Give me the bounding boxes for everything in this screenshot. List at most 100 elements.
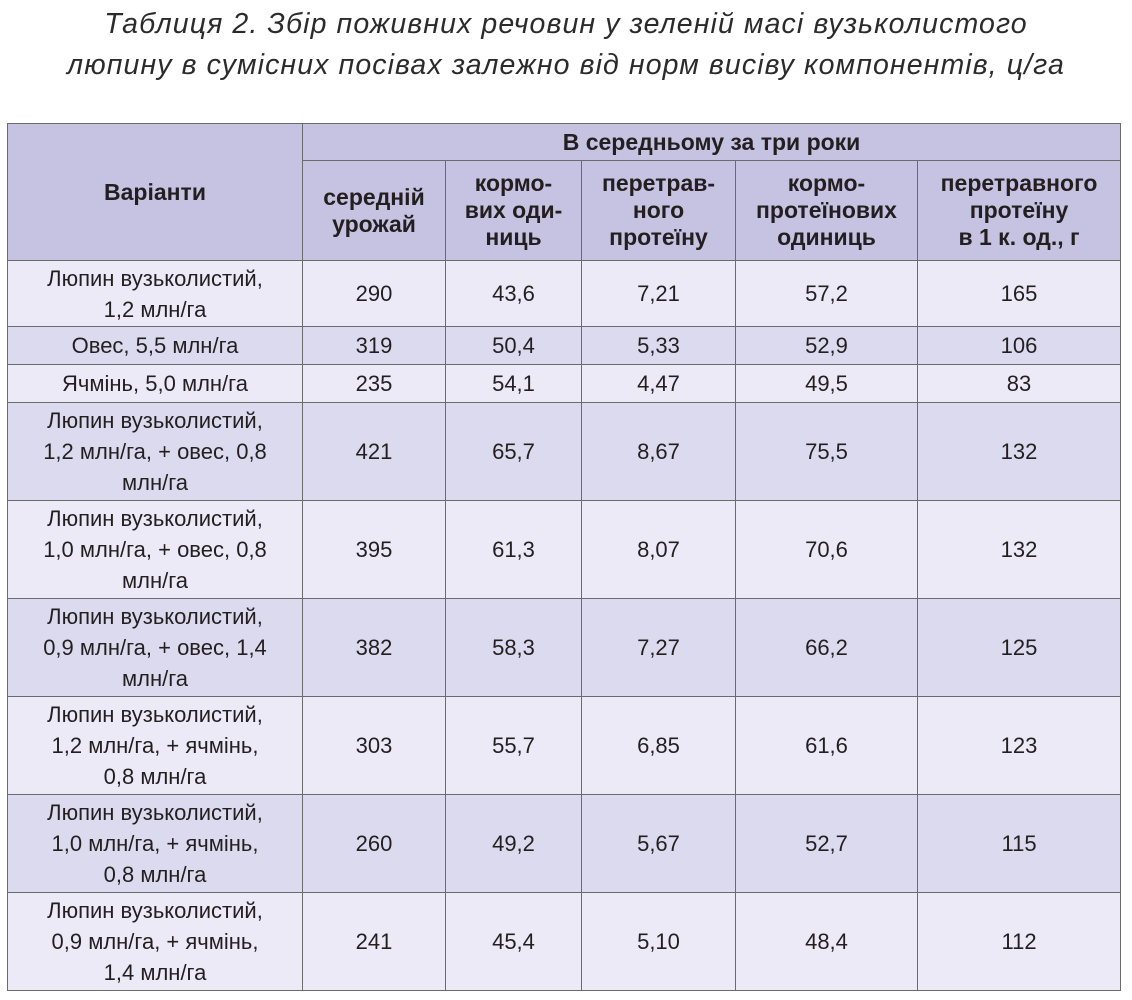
variant-line: 0,9 млн/га, + овес, 1,4	[43, 635, 267, 660]
variant-line: 1,2 млн/га, + ячмінь,	[51, 733, 259, 758]
value-cell: 235	[302, 364, 446, 403]
value-cell: 115	[916, 794, 1122, 893]
column-header-line: протеїну	[609, 224, 708, 250]
column-header: середній урожай	[302, 160, 446, 261]
column-header-line: кормо-	[474, 170, 553, 196]
column-header-line: протеїнових	[756, 197, 897, 223]
nutrient-yield-table: Варіанти В середньому за три роки середн…	[7, 123, 1122, 991]
value-cell: 45,4	[445, 892, 582, 991]
value-cell: 241	[302, 892, 446, 991]
variant-line: Люпин вузьколистий,	[47, 800, 263, 825]
value-cell: 290	[302, 260, 446, 327]
column-header-line: протеїну	[969, 197, 1069, 223]
value-cell: 382	[302, 598, 446, 697]
value-cell: 66,2	[735, 598, 918, 697]
value-cell: 123	[916, 696, 1122, 795]
value-cell: 49,5	[735, 364, 918, 403]
column-header-line: одиниць	[777, 224, 876, 250]
table-row: Люпин вузьколистий, 0,9 млн/га, + овес, 1…	[7, 598, 1122, 697]
table-row: Люпин вузьколистий, 0,9 млн/га, + ячмінь,…	[7, 892, 1122, 991]
value-cell: 4,47	[581, 364, 736, 403]
variant-line: 1,0 млн/га, + овес, 0,8	[43, 537, 267, 562]
value-cell: 112	[916, 892, 1122, 991]
table-row: Люпин вузьколистий, 1,2 млн/га, + ячмінь,…	[7, 696, 1122, 795]
variant-line: Люпин вузьколистий,	[47, 506, 263, 531]
column-header: перетрав-ного протеїну	[581, 160, 736, 261]
value-cell: 165	[916, 260, 1122, 327]
variant-cell: Люпин вузьколистий, 1,0 млн/га, + овес, 0…	[7, 500, 303, 599]
table-row: Люпин вузьколистий, 1,2 млн/га 290 43,6 7,21…	[7, 260, 1122, 327]
variant-cell: Ячмінь, 5,0 млн/га	[7, 364, 303, 403]
column-header-line: урожай	[332, 210, 416, 237]
value-cell: 132	[916, 500, 1122, 599]
value-cell: 260	[302, 794, 446, 893]
variant-cell: Люпин вузьколистий, 0,9 млн/га, + овес, 1…	[7, 598, 303, 697]
variant-line: 1,2 млн/га	[103, 296, 207, 322]
value-cell: 106	[916, 326, 1122, 365]
variant-line: 1,2 млн/га, + овес, 0,8	[43, 439, 267, 464]
variant-line: Люпин вузьколистий,	[47, 408, 263, 433]
table-row: Овес, 5,5 млн/га 319 50,4 5,33 52,9 106	[7, 326, 1122, 365]
value-cell: 421	[302, 402, 446, 501]
value-cell: 83	[916, 364, 1122, 403]
value-cell: 5,10	[581, 892, 736, 991]
caption-line-1: Таблиця 2. Збір поживних речовин у зелен…	[104, 8, 1028, 40]
variant-cell: Люпин вузьколистий, 1,2 млн/га, + овес, 0…	[7, 402, 303, 501]
variant-line: млн/га	[122, 470, 188, 495]
column-header-line: перетрав-	[601, 170, 716, 196]
variant-line: Люпин вузьколистий,	[47, 604, 263, 629]
variant-cell: Люпин вузьколистий, 1,0 млн/га, + ячмінь,…	[7, 794, 303, 893]
value-cell: 132	[916, 402, 1122, 501]
group-header: В середньому за три роки	[301, 123, 1122, 161]
value-cell: 52,9	[735, 326, 918, 365]
column-header-line: середній	[323, 183, 425, 210]
variant-line: млн/га	[122, 568, 188, 593]
value-cell: 125	[916, 598, 1122, 697]
value-cell: 43,6	[445, 260, 582, 327]
value-cell: 5,33	[581, 326, 736, 365]
value-cell: 303	[302, 696, 446, 795]
value-cell: 61,3	[445, 500, 582, 599]
column-header-line: ного	[632, 197, 685, 223]
table-row: Ячмінь, 5,0 млн/га 235 54,1 4,47 49,5 83	[7, 364, 1122, 403]
table-row: Люпин вузьколистий, 1,0 млн/га, + ячмінь,…	[7, 794, 1122, 893]
value-cell: 8,07	[581, 500, 736, 599]
variant-cell: Овес, 5,5 млн/га	[7, 326, 303, 365]
value-cell: 319	[302, 326, 446, 365]
value-cell: 6,85	[581, 696, 736, 795]
value-cell: 57,2	[735, 260, 918, 327]
value-cell: 65,7	[445, 402, 582, 501]
value-cell: 61,6	[735, 696, 918, 795]
value-cell: 58,3	[445, 598, 582, 697]
value-cell: 50,4	[445, 326, 582, 365]
variant-line: 1,0 млн/га, + ячмінь,	[51, 831, 259, 856]
variant-line: Овес, 5,5 млн/га	[71, 333, 239, 358]
column-header-line: кормо-	[787, 170, 866, 196]
value-cell: 49,2	[445, 794, 582, 893]
column-header-line: в 1 к. од., г	[958, 224, 1080, 250]
variant-cell: Люпин вузьколистий, 1,2 млн/га	[7, 260, 303, 327]
column-header-line: вих оди-	[464, 197, 563, 223]
value-cell: 55,7	[445, 696, 582, 795]
value-cell: 54,1	[445, 364, 582, 403]
variant-line: 1,4 млн/га	[103, 960, 207, 985]
variants-header: Варіанти	[7, 123, 303, 261]
variant-line: млн/га	[122, 666, 188, 691]
value-cell: 48,4	[735, 892, 918, 991]
column-header-line: ниць	[485, 224, 542, 250]
variant-line: 0,8 млн/га	[103, 862, 207, 887]
value-cell: 75,5	[735, 402, 918, 501]
variant-line: Люпин вузьколистий,	[47, 702, 263, 727]
variant-cell: Люпин вузьколистий, 1,2 млн/га, + ячмінь,…	[7, 696, 303, 795]
table-caption: Таблиця 2. Збір поживних речовин у зелен…	[0, 4, 1132, 86]
variant-line: Люпин вузьколистий,	[47, 898, 263, 923]
value-cell: 8,67	[581, 402, 736, 501]
value-cell: 52,7	[735, 794, 918, 893]
column-header: кормо-вих оди-ниць	[445, 160, 582, 261]
variant-line: 0,8 млн/га	[103, 764, 207, 789]
table-row: Люпин вузьколистий, 1,2 млн/га, + овес, 0…	[7, 402, 1122, 501]
caption-line-2: люпину в сумісних посівах залежно від но…	[67, 49, 1065, 81]
value-cell: 395	[302, 500, 446, 599]
column-header: перетравного протеїну в 1 к. од., г	[916, 160, 1122, 261]
variant-line: Ячмінь, 5,0 млн/га	[62, 371, 248, 396]
